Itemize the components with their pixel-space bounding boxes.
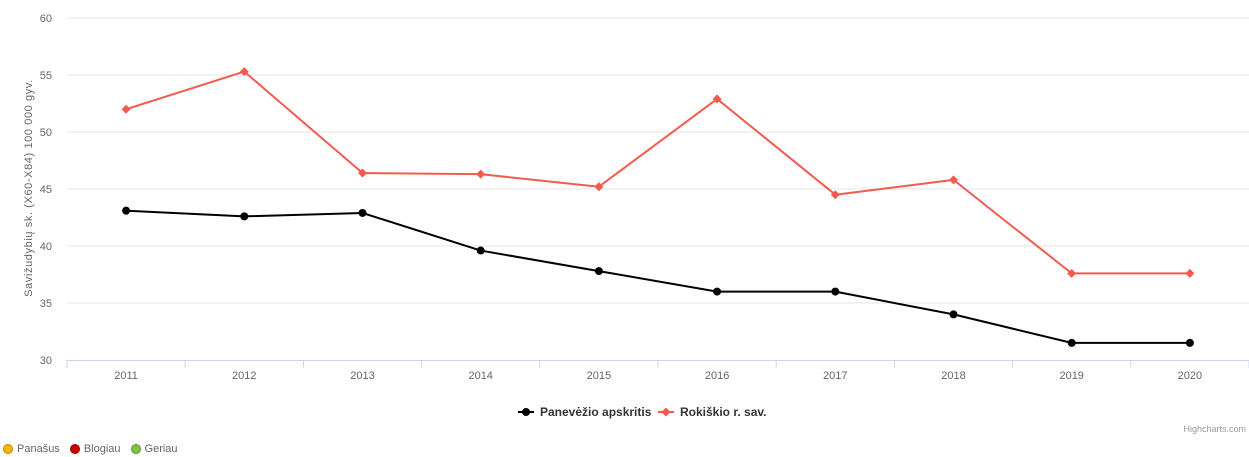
y-axis-title: Savižudybių sk. (X60-X84) 100 000 gyv. <box>23 79 35 297</box>
y-tick-label: 30 <box>40 355 52 367</box>
y-tick-label: 40 <box>40 241 52 253</box>
legend-marker-icon[interactable] <box>522 408 530 416</box>
legend-marker-icon[interactable] <box>661 407 671 417</box>
status-better-dot-icon <box>130 444 141 454</box>
x-tick-label: 2017 <box>823 370 847 382</box>
status-item-worse: Blogiau <box>69 443 121 455</box>
legend-item-panevezio-apskritis[interactable]: Panevėžio apskritis <box>518 405 652 419</box>
series-rokiskio-r-sav <box>121 67 1195 278</box>
status-worse-label: Blogiau <box>83 443 121 455</box>
data-point[interactable] <box>240 212 249 221</box>
data-point[interactable] <box>121 104 131 114</box>
grid-lines <box>67 17 1249 304</box>
x-tick-label: 2018 <box>941 370 965 382</box>
data-point[interactable] <box>713 287 722 296</box>
x-axis: 2011 2012 2013 2014 2015 2016 2017 2018 2019 2020 <box>66 360 1249 382</box>
y-axis-labels: 30 35 40 45 50 55 60 <box>40 13 52 367</box>
x-tick-label: 2013 <box>350 370 374 382</box>
data-point[interactable] <box>1067 338 1076 347</box>
legend-label: Panevėžio apskritis <box>540 405 652 419</box>
data-point[interactable] <box>594 182 604 192</box>
status-item-better: Geriau <box>130 443 178 455</box>
status-legend: Panašus Blogiau Geriau <box>3 442 188 456</box>
data-point[interactable] <box>949 175 958 185</box>
series-panevezio-apskritis <box>122 206 1194 347</box>
y-tick-label: 60 <box>40 13 52 25</box>
legend-item-rokiskio-r-sav[interactable]: Rokiškio r. sav. <box>658 405 767 419</box>
x-tick-label: 2016 <box>705 370 729 382</box>
data-point[interactable] <box>358 168 367 178</box>
chart-legend[interactable]: Panevėžio apskritis Rokiškio r. sav. <box>518 405 767 419</box>
data-point[interactable] <box>831 287 840 296</box>
series-line[interactable] <box>126 209 1190 344</box>
y-tick-label: 45 <box>40 184 52 196</box>
x-tick-label: 2012 <box>232 370 256 382</box>
x-tick-label: 2015 <box>587 370 611 382</box>
status-better-label: Geriau <box>144 443 178 455</box>
data-point[interactable] <box>1185 338 1194 347</box>
status-worse-dot-icon <box>69 444 80 454</box>
status-similar-label: Panašus <box>17 443 60 455</box>
x-tick-label: 2020 <box>1178 370 1202 382</box>
data-point[interactable] <box>358 208 367 217</box>
data-point[interactable] <box>476 169 486 179</box>
series-line[interactable] <box>125 70 1190 275</box>
legend-label: Rokiškio r. sav. <box>680 405 767 419</box>
x-tick-label: 2019 <box>1059 370 1083 382</box>
data-point[interactable] <box>1185 268 1195 278</box>
x-tick-label: 2014 <box>468 370 492 382</box>
credits-text[interactable]: Highcharts.com <box>1183 424 1246 434</box>
series-layer <box>121 67 1195 347</box>
x-tick-label: 2011 <box>114 370 138 382</box>
data-point[interactable] <box>830 190 840 200</box>
status-similar-dot-icon <box>3 444 13 454</box>
data-point[interactable] <box>949 310 958 319</box>
data-point[interactable] <box>239 67 249 77</box>
data-point[interactable] <box>594 267 603 276</box>
data-point[interactable] <box>122 206 131 215</box>
data-point[interactable] <box>712 94 722 104</box>
data-point[interactable] <box>476 246 485 255</box>
data-point[interactable] <box>1067 268 1077 278</box>
y-tick-label: 55 <box>40 70 52 82</box>
y-tick-label: 35 <box>40 298 52 310</box>
y-tick-label: 50 <box>40 127 52 139</box>
status-item-similar: Panašus <box>3 443 60 455</box>
